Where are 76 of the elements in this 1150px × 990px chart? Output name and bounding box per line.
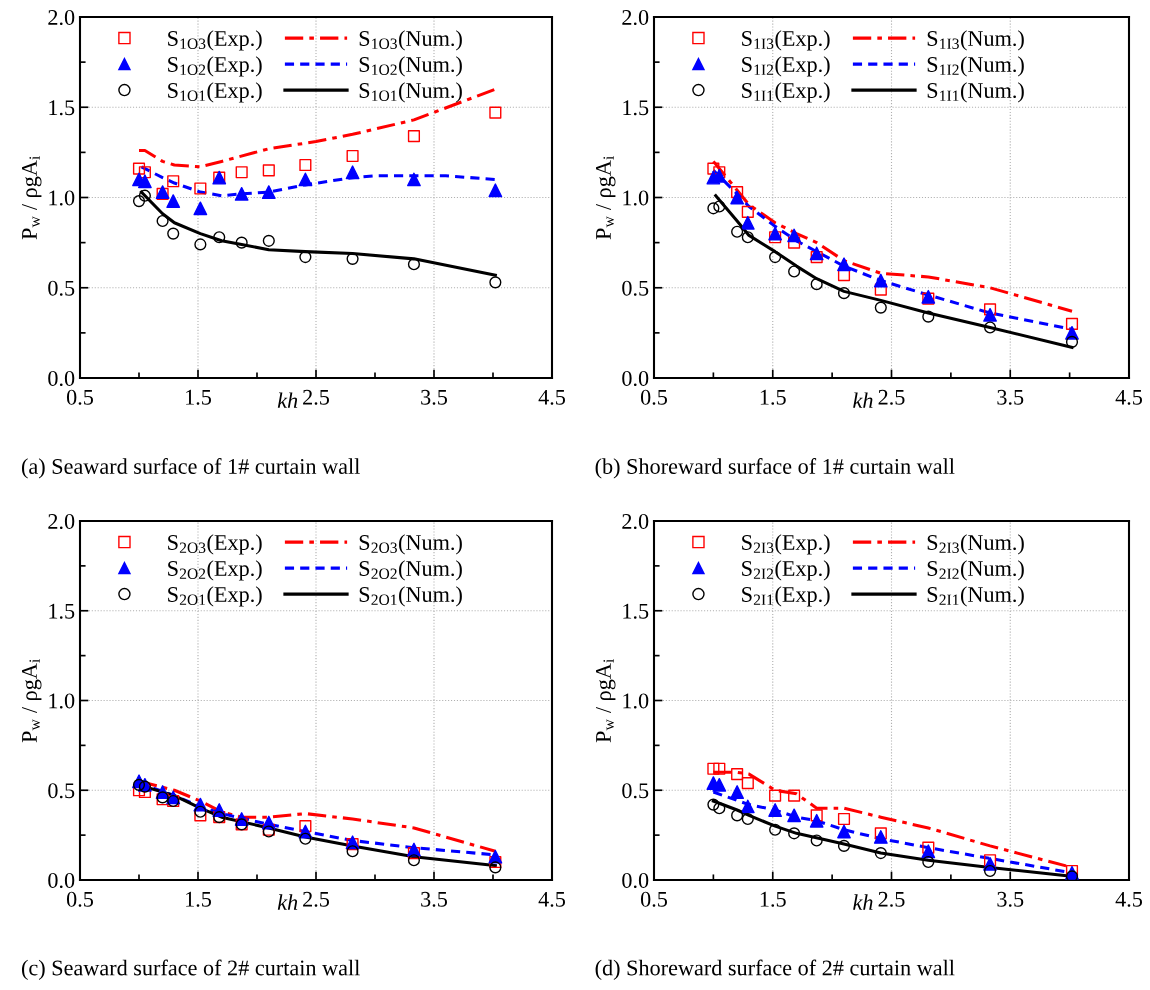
y-tick-label: 1.5 bbox=[623, 603, 649, 619]
y-tick-label: 1.0 bbox=[49, 693, 75, 709]
legend-label: S$_{2I1}$(Exp.) bbox=[742, 586, 830, 607]
x-tick-label: 4.5 bbox=[538, 389, 566, 405]
y-tick-label: 0.0 bbox=[622, 872, 649, 889]
legend-label: S$_{2I3}$(Exp.) bbox=[742, 534, 830, 555]
y-tick-label: 0.5 bbox=[48, 280, 75, 296]
legend-label: S$_{2I2}$(Num.) bbox=[927, 560, 1024, 581]
legend-label: S$_{1O2}$(Exp.) bbox=[168, 56, 262, 77]
legend-label: S$_{2O3}$(Num.) bbox=[359, 534, 462, 555]
x-tick-label: 4.5 bbox=[1115, 389, 1143, 405]
y-tick-label: 1.5 bbox=[623, 100, 649, 116]
x-axis-title: kh bbox=[277, 894, 298, 910]
x-tick-label: 1.5 bbox=[186, 389, 212, 405]
y-tick-label: 0.0 bbox=[622, 370, 649, 387]
x-tick-label: 0.5 bbox=[640, 891, 668, 907]
legend-label: S$_{2O2}$(Num.) bbox=[359, 560, 462, 581]
legend-label: S$_{1I1}$(Exp.) bbox=[742, 82, 830, 103]
x-tick-label: 4.5 bbox=[1115, 891, 1143, 907]
y-tick-label: 0.5 bbox=[48, 783, 75, 799]
x-tick-label: 2.5 bbox=[303, 389, 330, 405]
legend-label: S$_{2I3}$(Num.) bbox=[927, 534, 1024, 555]
x-tick-label: 1.5 bbox=[760, 389, 786, 405]
y-tick-label: 2.0 bbox=[622, 513, 649, 530]
y-tick-label: 1.0 bbox=[623, 190, 649, 206]
legend-label: S$_{2I1}$(Num.) bbox=[927, 586, 1024, 607]
legend-label: S$_{1O1}$(Exp.) bbox=[168, 82, 262, 103]
x-tick-label: 4.5 bbox=[538, 891, 566, 907]
y-tick-label: 1.0 bbox=[623, 693, 649, 709]
legend-label: S$_{2O3}$(Exp.) bbox=[168, 534, 262, 555]
x-axis-title: kh bbox=[277, 392, 298, 408]
y-tick-label: 2.0 bbox=[48, 9, 75, 26]
x-tick-label: 0.5 bbox=[640, 389, 668, 405]
legend-label: S$_{1I3}$(Num.) bbox=[927, 30, 1024, 51]
x-axis-title: kh bbox=[853, 392, 873, 408]
y-tick-label: 2.0 bbox=[622, 9, 649, 26]
legend-label: S$_{2O1}$(Num.) bbox=[359, 586, 462, 607]
y-axis-title: P$_{w}$ / ρgA$_{i}$ bbox=[22, 658, 42, 743]
legend-label: S$_{1O3}$(Exp.) bbox=[168, 30, 262, 51]
y-tick-label: 0.0 bbox=[48, 370, 75, 387]
text: (a) Seaward surface of 1# curtain wall bbox=[21, 458, 360, 479]
x-axis-title: kh bbox=[853, 894, 873, 910]
y-axis-title: P$_{w}$ / ρgA$_{i}$ bbox=[596, 155, 616, 240]
x-tick-label: 2.5 bbox=[303, 891, 330, 907]
legend-label: S$_{1O3}$(Num.) bbox=[359, 30, 462, 51]
y-tick-label: 1.5 bbox=[49, 100, 75, 116]
y-axis-title: P$_{w}$ / ρgA$_{i}$ bbox=[22, 155, 42, 240]
legend-label: S$_{1I2}$(Exp.) bbox=[742, 56, 830, 77]
x-tick-label: 1.5 bbox=[760, 891, 786, 907]
x-tick-label: 3.5 bbox=[997, 891, 1024, 907]
x-tick-label: 3.5 bbox=[421, 891, 448, 907]
legend-label: S$_{1I2}$(Num.) bbox=[927, 56, 1024, 77]
text: (b) Shoreward surface of 1# curtain wall bbox=[595, 458, 955, 479]
legend-label: S$_{2I2}$(Exp.) bbox=[742, 560, 830, 581]
y-tick-label: 1.5 bbox=[49, 603, 75, 619]
x-tick-label: 0.5 bbox=[66, 891, 94, 907]
x-tick-label: 2.5 bbox=[878, 389, 905, 405]
legend-label: S$_{1O1}$(Num.) bbox=[359, 82, 462, 103]
text: (c) Seaward surface of 2# curtain wall bbox=[21, 959, 360, 980]
text: (d) Shoreward surface of 2# curtain wall bbox=[595, 959, 955, 980]
y-tick-label: 1.0 bbox=[49, 190, 75, 206]
legend-label: S$_{2O2}$(Exp.) bbox=[168, 560, 262, 581]
legend-label: S$_{2O1}$(Exp.) bbox=[168, 586, 262, 607]
x-tick-label: 1.5 bbox=[186, 891, 212, 907]
x-tick-label: 2.5 bbox=[878, 891, 905, 907]
y-axis-title: P$_{w}$ / ρgA$_{i}$ bbox=[596, 658, 616, 743]
x-tick-label: 3.5 bbox=[421, 389, 448, 405]
x-tick-label: 3.5 bbox=[997, 389, 1024, 405]
y-tick-label: 2.0 bbox=[48, 513, 75, 530]
legend-label: S$_{1I3}$(Exp.) bbox=[742, 30, 830, 51]
legend-label: S$_{1I1}$(Num.) bbox=[927, 82, 1024, 103]
y-tick-label: 0.0 bbox=[48, 872, 75, 889]
x-tick-label: 0.5 bbox=[66, 389, 94, 405]
legend-label: S$_{1O2}$(Num.) bbox=[359, 56, 462, 77]
y-tick-label: 0.5 bbox=[622, 280, 649, 296]
y-tick-label: 0.5 bbox=[622, 783, 649, 799]
